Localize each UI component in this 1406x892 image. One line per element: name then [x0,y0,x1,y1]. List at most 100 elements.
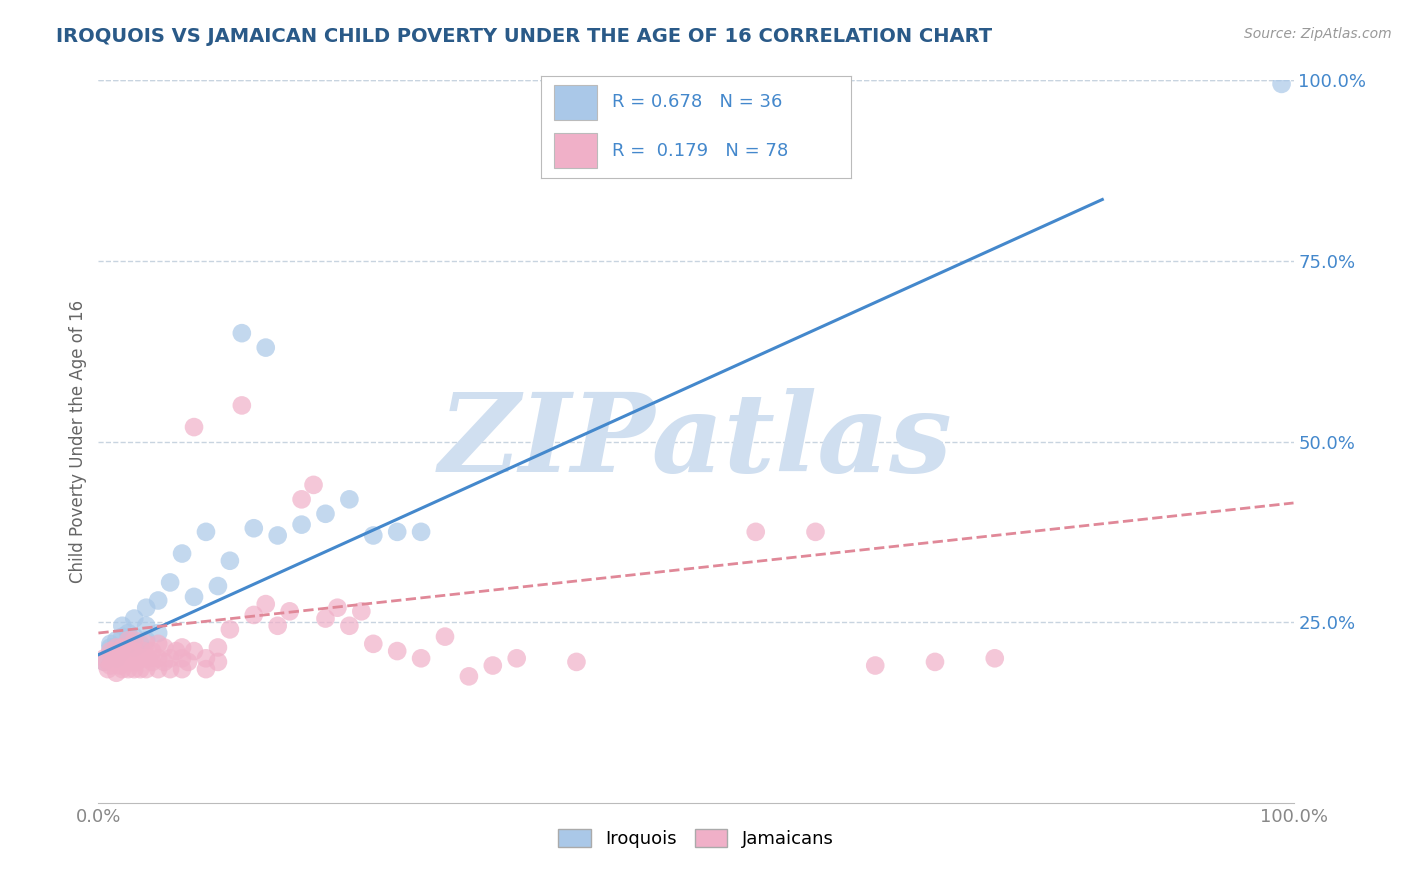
Point [254,597,277,611]
Point [98,658,122,673]
Point [117,633,139,648]
Point [98,644,122,658]
Point [434,630,457,644]
Point [339,492,361,507]
Point [984,651,1007,665]
Point [183,590,205,604]
Point [315,611,337,625]
Point [1271,77,1294,91]
Point [172,662,194,676]
Point [924,655,946,669]
Point [745,524,768,539]
Point [98,640,122,655]
Point [165,644,187,658]
Point [135,633,157,648]
Point [219,623,242,637]
Point [135,619,157,633]
Point [291,492,314,507]
Point [93,651,115,665]
Point [125,655,148,669]
Point [506,651,529,665]
Point [135,637,157,651]
Point [231,398,253,412]
Point [135,651,157,665]
Point [124,655,146,669]
Point [117,655,139,669]
Point [114,655,136,669]
Point [291,517,314,532]
Point [124,611,146,625]
Point [124,644,146,658]
Point [124,633,146,648]
Legend: Iroquois, Jamaicans: Iroquois, Jamaicans [551,822,841,855]
Point [302,478,325,492]
Point [195,524,218,539]
Point [339,619,361,633]
Point [124,662,146,676]
Point [363,528,385,542]
Point [105,633,128,648]
Point [159,575,181,590]
Point [207,579,229,593]
Point [124,630,146,644]
Point [207,640,229,655]
Y-axis label: Child Poverty Under the Age of 16: Child Poverty Under the Age of 16 [69,300,87,583]
Point [177,655,200,669]
Point [105,665,128,680]
Point [129,651,152,665]
Point [117,626,139,640]
Point [132,644,155,658]
Point [135,600,157,615]
Point [101,655,124,669]
Point [138,651,160,665]
Point [124,640,146,655]
Point [135,662,157,676]
Point [363,637,385,651]
Point [108,658,131,673]
Point [121,644,143,658]
Point [207,655,229,669]
Point [117,644,139,658]
Point [148,626,170,640]
Point [159,662,181,676]
Point [108,648,131,662]
Point [243,521,266,535]
Point [231,326,253,340]
Point [254,341,277,355]
Point [129,662,152,676]
Text: ZIPatlas: ZIPatlas [439,388,953,495]
Point [267,528,290,542]
Point [93,655,115,669]
Point [195,662,218,676]
Point [105,651,128,665]
Point [148,662,170,676]
Point [183,644,205,658]
Point [411,524,433,539]
Point [565,655,588,669]
Point [117,633,139,648]
Point [159,651,181,665]
Text: Source: ZipAtlas.com: Source: ZipAtlas.com [1244,27,1392,41]
Point [172,547,194,561]
Bar [554,85,598,120]
Point [105,651,128,665]
Point [129,637,152,651]
Point [865,658,887,673]
Point [153,655,176,669]
Text: R = 0.678   N = 36: R = 0.678 N = 36 [613,94,783,112]
Point [148,593,170,607]
Point [385,644,409,658]
Text: IROQUOIS VS JAMAICAN CHILD POVERTY UNDER THE AGE OF 16 CORRELATION CHART: IROQUOIS VS JAMAICAN CHILD POVERTY UNDER… [56,27,993,45]
Point [111,651,134,665]
Point [243,607,266,622]
Point [141,655,163,669]
Point [411,651,433,665]
Point [111,640,134,655]
Point [117,662,139,676]
Point [267,619,290,633]
Point [219,554,242,568]
Point [458,669,481,683]
Point [326,600,349,615]
Point [111,662,134,676]
Point [111,644,134,658]
